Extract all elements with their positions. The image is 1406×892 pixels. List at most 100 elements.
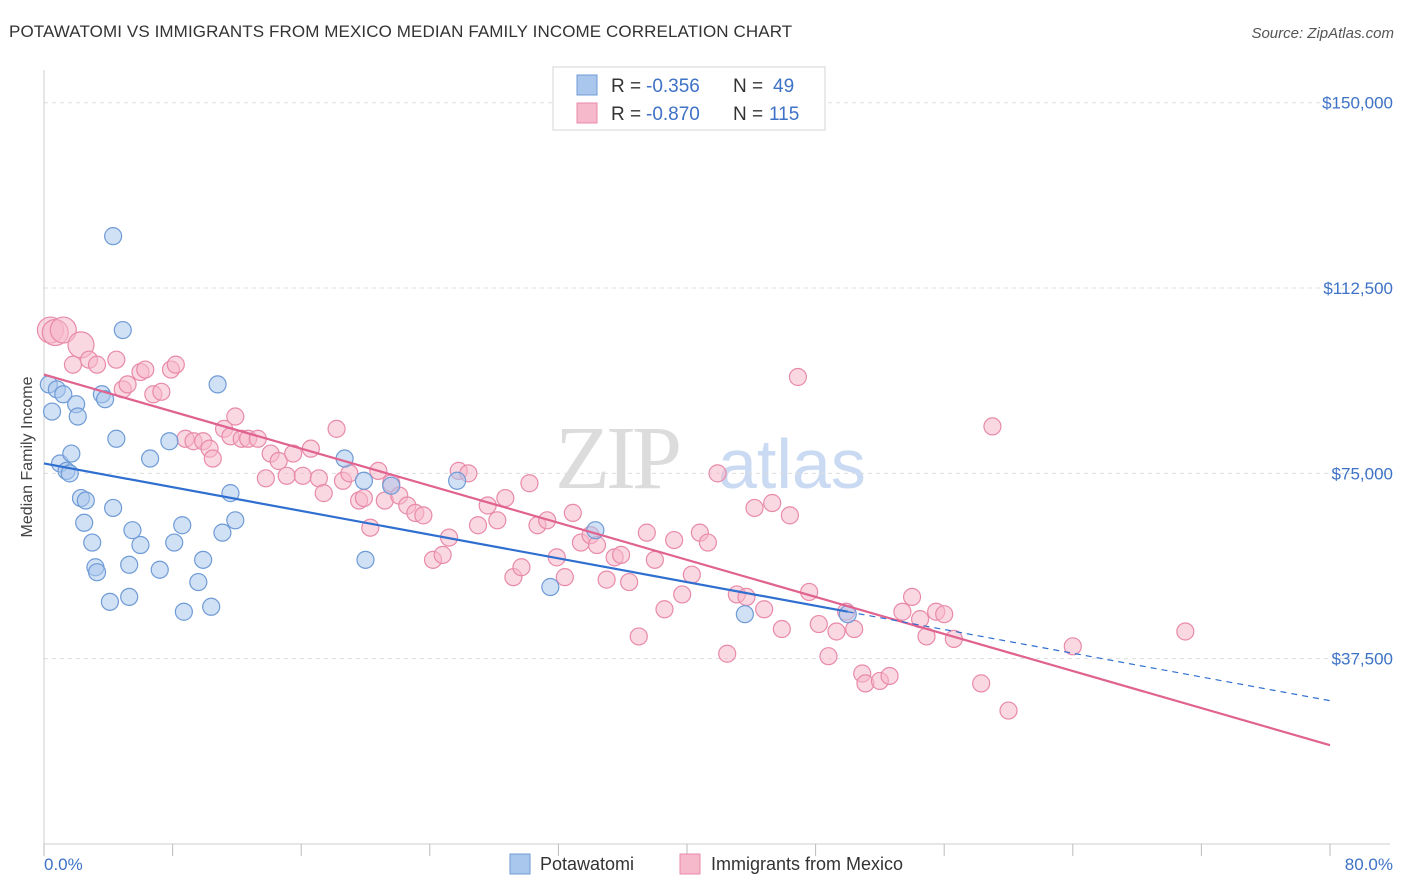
legend-swatch-blue: [576, 74, 598, 96]
data-point-mexico: [972, 674, 991, 693]
y-tick-label: $112,500: [1323, 279, 1393, 298]
data-point-mexico: [788, 367, 808, 387]
data-point-mexico: [512, 558, 531, 577]
data-point-potawatomi: [120, 587, 139, 607]
data-point-mexico: [414, 506, 433, 525]
trend-lines: [43, 373, 1331, 747]
data-point-mexico: [708, 464, 727, 483]
data-point-mexico: [827, 622, 846, 641]
legend-n-value-blue: 49: [773, 76, 794, 97]
y-tick-label: $37,500: [1332, 650, 1393, 669]
data-point-mexico: [698, 533, 717, 552]
data-point-mexico: [935, 605, 954, 624]
x-tick-label-max: 80.0%: [1345, 855, 1393, 874]
data-point-potawatomi: [75, 513, 94, 532]
legend-label-potawatomi: Potawatomi: [540, 854, 634, 874]
data-point-mexico: [819, 647, 838, 666]
data-point-mexico: [107, 350, 126, 369]
data-point-potawatomi: [202, 597, 221, 616]
chart-title: POTAWATOMI VS IMMIGRANTS FROM MEXICO MED…: [9, 22, 793, 41]
data-point-potawatomi: [95, 390, 115, 409]
axes: [43, 70, 1390, 845]
trend-line-potawatomi-extension: [847, 611, 1331, 702]
data-point-mexico: [269, 451, 288, 471]
data-point-mexico: [665, 530, 684, 550]
legend-n-label-blue: N =: [733, 76, 763, 97]
legend-n-label-pink: N =: [733, 104, 763, 125]
data-point-mexico: [1176, 622, 1195, 641]
chart-source: Source: ZipAtlas.com: [1251, 25, 1394, 42]
data-point-mexico: [166, 355, 185, 374]
data-point-potawatomi: [213, 523, 232, 542]
data-point-mexico: [745, 498, 764, 518]
x-ticks: [43, 844, 1331, 856]
data-point-mexico: [772, 619, 791, 639]
legend-swatch-potawatomi: [509, 853, 531, 875]
data-point-potawatomi: [150, 560, 169, 579]
data-point-potawatomi: [140, 449, 160, 468]
data-point-potawatomi: [354, 471, 373, 490]
data-point-mexico: [673, 585, 692, 604]
data-point-mexico: [902, 587, 922, 607]
data-point-mexico: [468, 516, 488, 535]
series-potawatomi: [39, 227, 857, 624]
data-point-mexico: [880, 666, 899, 686]
data-point-mexico: [983, 417, 1002, 436]
y-axis-label: Median Family Income: [19, 376, 36, 537]
data-point-potawatomi: [62, 444, 81, 463]
data-point-mexico: [136, 360, 155, 379]
data-point-potawatomi: [83, 533, 102, 552]
data-point-mexico: [277, 466, 296, 485]
data-point-potawatomi: [208, 375, 227, 394]
data-point-potawatomi: [448, 471, 467, 490]
data-point-potawatomi: [194, 550, 213, 569]
legend-r-value-pink: -0.870: [646, 104, 700, 125]
data-point-potawatomi: [160, 432, 179, 451]
trend-line-mexico: [43, 373, 1331, 747]
data-point-potawatomi: [104, 227, 123, 246]
data-point-mexico: [256, 469, 275, 488]
data-point-potawatomi: [131, 535, 150, 555]
data-point-potawatomi: [226, 511, 245, 530]
data-point-mexico: [718, 644, 737, 663]
data-point-mexico: [682, 565, 701, 584]
data-point-potawatomi: [356, 550, 375, 569]
x-tick-label-min: 0.0%: [44, 855, 83, 874]
data-point-mexico: [620, 572, 639, 592]
legend-r-value-blue: -0.356: [646, 76, 700, 97]
data-point-mexico: [226, 407, 245, 426]
data-point-mexico: [597, 570, 616, 589]
data-point-mexico: [118, 375, 137, 394]
data-point-potawatomi: [87, 563, 107, 582]
legend-box: [552, 66, 826, 131]
data-point-mexico: [655, 600, 674, 619]
gridlines: [44, 102, 1390, 660]
data-point-mexico: [645, 550, 664, 569]
legend-r-label-blue: R =: [611, 76, 641, 97]
data-point-mexico: [152, 382, 171, 401]
data-point-potawatomi: [54, 385, 73, 404]
trend-line-potawatomi: [43, 462, 848, 613]
data-point-mexico: [496, 488, 515, 508]
data-point-mexico: [800, 582, 819, 602]
series-legend: Potawatomi Immigrants from Mexico: [509, 853, 903, 875]
data-point-potawatomi: [541, 577, 560, 597]
data-point-mexico: [293, 466, 312, 485]
watermark-zip: ZIP: [555, 409, 679, 508]
data-point-mexico: [433, 545, 452, 564]
data-point-potawatomi: [42, 402, 62, 421]
data-point-potawatomi: [165, 533, 184, 552]
y-tick-label: $150,000: [1322, 94, 1393, 113]
data-point-mexico: [763, 493, 782, 513]
data-point-potawatomi: [123, 521, 142, 540]
y-tick-label: $75,000: [1332, 464, 1393, 483]
data-point-mexico: [520, 474, 539, 493]
legend-label-mexico: Immigrants from Mexico: [711, 854, 903, 874]
data-point-potawatomi: [382, 476, 401, 495]
data-point-mexico: [354, 488, 373, 508]
watermark-atlas: atlas: [718, 425, 866, 503]
data-point-potawatomi: [76, 491, 95, 510]
data-point-mexico: [999, 701, 1018, 720]
legend-swatch-pink: [576, 102, 598, 124]
data-point-potawatomi: [173, 516, 192, 535]
